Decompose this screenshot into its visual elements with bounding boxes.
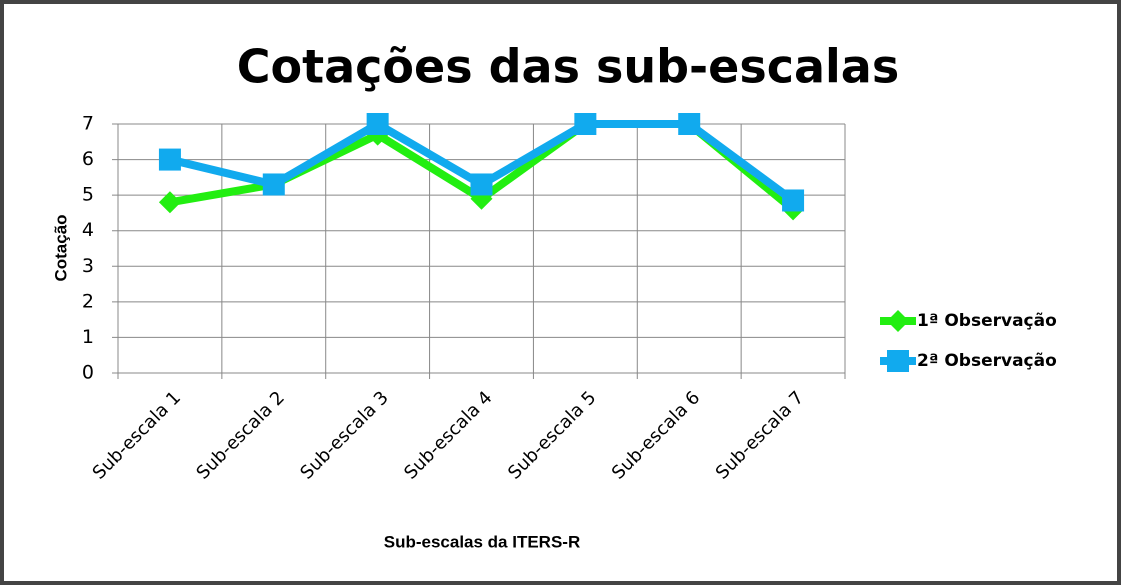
point-marker	[574, 113, 597, 135]
point-marker	[366, 113, 389, 135]
legend-label: 2ª Observação	[917, 351, 1057, 371]
point-marker	[262, 173, 285, 196]
point-marker	[678, 113, 701, 135]
point-marker	[158, 148, 181, 171]
y-tick-label: 4	[82, 219, 94, 241]
y-tick-label: 1	[82, 326, 94, 348]
y-tick-label: 0	[82, 362, 94, 384]
point-marker	[887, 350, 909, 372]
x-axis-title: Sub-escalas da ITERS-R	[384, 532, 581, 551]
y-axis-title: Cotação	[51, 214, 70, 281]
point-marker	[782, 189, 805, 212]
legend-label: 1ª Observação	[917, 311, 1057, 331]
point-marker	[470, 173, 493, 196]
y-tick-label: 7	[82, 113, 94, 135]
y-tick-label: 2	[82, 290, 94, 312]
point-marker	[158, 191, 181, 214]
point-marker	[887, 310, 909, 332]
y-tick-label: 6	[82, 148, 94, 170]
chart-title: Cotações das sub-escalas	[237, 40, 899, 94]
y-tick-label: 5	[82, 184, 94, 206]
y-tick-label: 3	[82, 255, 94, 277]
